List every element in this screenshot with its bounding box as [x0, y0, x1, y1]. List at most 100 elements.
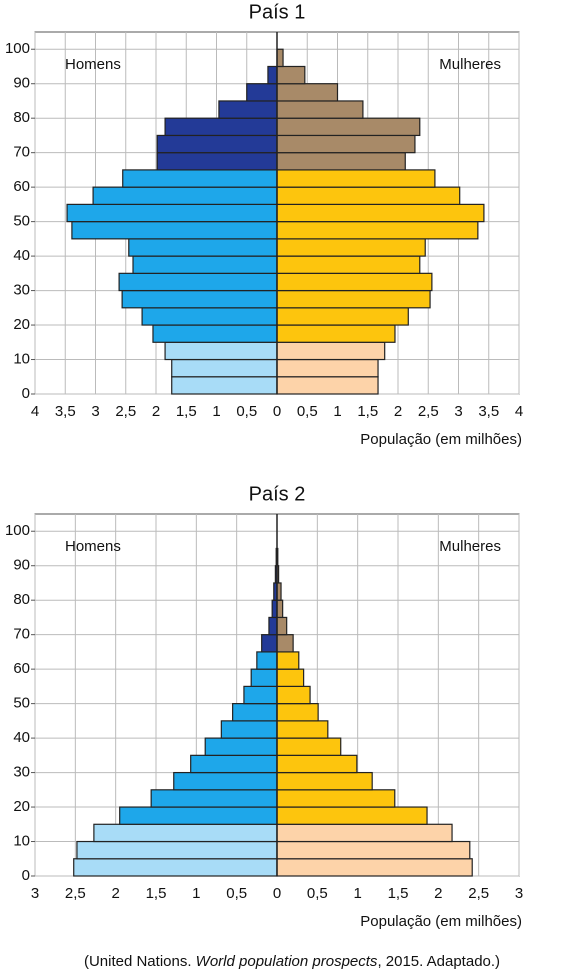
bar: [243, 685, 278, 705]
bar: [164, 117, 278, 137]
y-tick-label: 80: [13, 591, 30, 608]
x-tick-label: 3: [31, 885, 39, 902]
bar: [276, 840, 471, 860]
bar: [121, 289, 278, 309]
x-tick-label: 2: [394, 403, 402, 420]
bar: [204, 737, 278, 756]
bar: [276, 358, 379, 378]
x-tick-label: 0,5: [297, 403, 318, 420]
x-tick-label: 0: [273, 403, 281, 420]
bar: [256, 651, 278, 670]
y-tick-label: 20: [13, 316, 30, 333]
bar: [150, 789, 278, 808]
bar: [276, 134, 416, 154]
bar: [276, 651, 300, 670]
x-tick-label: 2,5: [418, 403, 439, 420]
bar: [276, 221, 479, 240]
y-tick-label: 90: [13, 75, 30, 92]
bar: [267, 65, 278, 85]
bar: [276, 806, 428, 825]
y-tick-label: 50: [13, 213, 30, 230]
bar: [132, 255, 278, 274]
bar: [276, 599, 284, 619]
bar: [261, 634, 278, 653]
y-tick-label: 100: [5, 40, 30, 57]
source-suffix: , 2015. Adaptado.): [377, 953, 500, 970]
y-tick-label: 60: [13, 178, 30, 195]
bar: [128, 238, 278, 257]
bar: [276, 685, 311, 705]
bar: [218, 100, 278, 119]
bar: [276, 324, 396, 343]
y-tick-label: 90: [13, 557, 30, 574]
x-tick-label: 0,5: [236, 403, 257, 420]
legend-label: Homens: [65, 538, 121, 555]
x-tick-label: 2: [434, 885, 442, 902]
bar: [152, 324, 278, 343]
source-title: World population prospects: [196, 953, 378, 970]
x-tick-label: 0,5: [226, 885, 247, 902]
bar: [171, 358, 278, 378]
legend-label: Mulheres: [439, 538, 501, 555]
bar: [276, 858, 473, 877]
x-tick-label: 3,5: [55, 403, 76, 420]
bar: [276, 117, 421, 137]
bar: [156, 152, 278, 171]
bar: [276, 616, 288, 636]
bar: [93, 823, 278, 843]
y-tick-label: 20: [13, 798, 30, 815]
bar: [164, 341, 278, 361]
x-tick-label: 1,5: [176, 403, 197, 420]
bar: [220, 720, 278, 739]
chart-title: País 2: [249, 483, 306, 505]
bar: [173, 771, 278, 791]
y-tick-label: 10: [13, 350, 30, 367]
y-tick-label: 70: [13, 144, 30, 161]
bar: [276, 272, 433, 292]
source: (United Nations. World population prospe…: [84, 953, 500, 970]
bar: [276, 83, 339, 102]
bar: [276, 823, 453, 843]
x-tick-label: 1: [212, 403, 220, 420]
x-tick-label: 2: [111, 885, 119, 902]
x-tick-label: 1,5: [388, 885, 409, 902]
bar: [276, 100, 364, 119]
x-tick-label: 4: [515, 403, 523, 420]
x-tick-label: 1,5: [146, 885, 167, 902]
bar: [276, 238, 426, 257]
bar: [276, 376, 379, 395]
source-prefix: (United Nations.: [84, 953, 196, 970]
bar: [141, 307, 278, 326]
y-tick-label: 30: [13, 282, 30, 299]
bar: [92, 186, 278, 205]
bar: [250, 668, 278, 687]
y-tick-label: 40: [13, 729, 30, 746]
legend-label: Mulheres: [439, 56, 501, 73]
bar: [190, 754, 278, 774]
y-tick-label: 100: [5, 522, 30, 539]
bar: [276, 720, 329, 739]
bar: [276, 48, 284, 68]
x-tick-label: 1: [192, 885, 200, 902]
bar: [276, 289, 431, 309]
y-tick-label: 80: [13, 109, 30, 126]
bar: [118, 272, 278, 292]
x-tick-label: 3: [515, 885, 523, 902]
bar: [246, 83, 278, 102]
bar: [76, 840, 278, 860]
chart-title: País 1: [249, 1, 306, 23]
x-tick-label: 0: [273, 885, 281, 902]
bar: [276, 152, 406, 171]
x-tick-label: 2,5: [115, 403, 136, 420]
bar: [276, 634, 294, 653]
bar: [276, 737, 342, 756]
bar: [276, 186, 461, 205]
bar: [276, 65, 306, 85]
y-tick-label: 30: [13, 764, 30, 781]
x-tick-label: 3: [454, 403, 462, 420]
bar: [276, 789, 396, 808]
y-tick-label: 50: [13, 695, 30, 712]
x-tick-label: 0,5: [307, 885, 328, 902]
y-tick-label: 10: [13, 832, 30, 849]
